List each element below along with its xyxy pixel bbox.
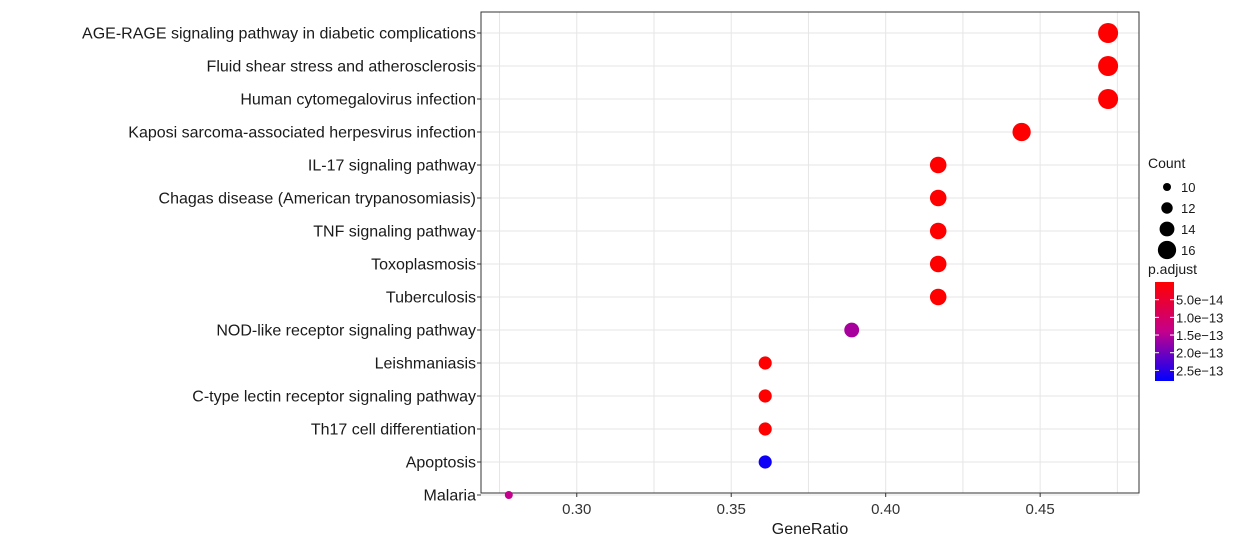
gridlines bbox=[481, 12, 1139, 496]
p-adjust-tick-label: 1.5e−13 bbox=[1176, 328, 1223, 343]
x-tick-label: 0.45 bbox=[1026, 501, 1055, 518]
x-tick-label: 0.35 bbox=[717, 501, 746, 518]
y-axis-labels: AGE-RAGE signaling pathway in diabetic c… bbox=[82, 26, 481, 505]
data-point bbox=[929, 288, 947, 306]
data-points bbox=[504, 23, 1119, 499]
count-legend-label: 10 bbox=[1181, 180, 1195, 195]
count-legend-label: 14 bbox=[1181, 222, 1195, 237]
data-point bbox=[758, 455, 772, 469]
y-tick-label: Chagas disease (American trypanosomiasis… bbox=[159, 191, 476, 208]
p-adjust-legend-title: p.adjust bbox=[1148, 261, 1197, 277]
y-tick-label: Kaposi sarcoma-associated herpesvirus in… bbox=[128, 125, 476, 142]
y-tick-label: C-type lectin receptor signaling pathway bbox=[192, 389, 476, 406]
count-legend-label: 16 bbox=[1181, 243, 1195, 258]
count-legend-key bbox=[1159, 221, 1175, 237]
y-tick-label: IL-17 signaling pathway bbox=[308, 158, 476, 175]
y-tick-label: Tuberculosis bbox=[386, 290, 476, 307]
data-point bbox=[844, 322, 860, 338]
count-legend-key bbox=[1161, 202, 1173, 214]
data-point bbox=[929, 222, 947, 240]
p-adjust-colorbar bbox=[1155, 282, 1174, 381]
count-legend-title: Count bbox=[1148, 155, 1185, 171]
y-tick-label: Th17 cell differentiation bbox=[311, 422, 476, 439]
data-point bbox=[504, 491, 513, 499]
data-point bbox=[1098, 56, 1119, 76]
y-tick-label: TNF signaling pathway bbox=[313, 224, 476, 241]
data-point bbox=[758, 356, 772, 370]
data-point bbox=[1098, 89, 1119, 109]
y-tick-label: Apoptosis bbox=[406, 455, 476, 472]
data-point bbox=[758, 422, 772, 436]
p-adjust-tick-label: 5.0e−14 bbox=[1176, 293, 1223, 308]
y-tick-label: Fluid shear stress and atherosclerosis bbox=[207, 59, 476, 76]
p-adjust-tick-label: 1.0e−13 bbox=[1176, 310, 1223, 325]
p-adjust-tick-label: 2.5e−13 bbox=[1176, 363, 1223, 378]
count-legend-label: 12 bbox=[1181, 201, 1195, 216]
y-tick-label: Toxoplasmosis bbox=[371, 257, 476, 274]
y-tick-label: Human cytomegalovirus infection bbox=[240, 92, 476, 109]
p-adjust-tick-label: 2.0e−13 bbox=[1176, 346, 1223, 361]
data-point bbox=[1012, 122, 1031, 142]
p-adjust-legend: p.adjust 5.0e−14 1.0e−13 1.5e−13 2.0e−13 2.5… bbox=[1148, 261, 1223, 381]
y-tick-label: Leishmaniasis bbox=[375, 356, 476, 373]
data-point bbox=[929, 189, 947, 207]
count-legend-key bbox=[1163, 183, 1171, 191]
data-point bbox=[758, 389, 772, 403]
x-tick-label: 0.40 bbox=[871, 501, 900, 518]
data-point bbox=[929, 156, 947, 174]
x-axis-labels: 0.30 0.35 0.40 0.45 bbox=[562, 493, 1055, 518]
x-tick-label: 0.30 bbox=[562, 501, 591, 518]
count-legend-key bbox=[1157, 240, 1177, 260]
plot-panel bbox=[480, 11, 1140, 494]
x-axis-title: GeneRatio bbox=[772, 521, 849, 538]
data-point bbox=[1098, 23, 1119, 43]
count-legend: Count 10 12 14 16 bbox=[1148, 155, 1195, 260]
y-tick-label: NOD-like receptor signaling pathway bbox=[216, 323, 476, 340]
y-tick-label: AGE-RAGE signaling pathway in diabetic c… bbox=[82, 26, 476, 43]
data-point bbox=[929, 255, 947, 273]
y-tick-label: Malaria bbox=[424, 488, 477, 505]
